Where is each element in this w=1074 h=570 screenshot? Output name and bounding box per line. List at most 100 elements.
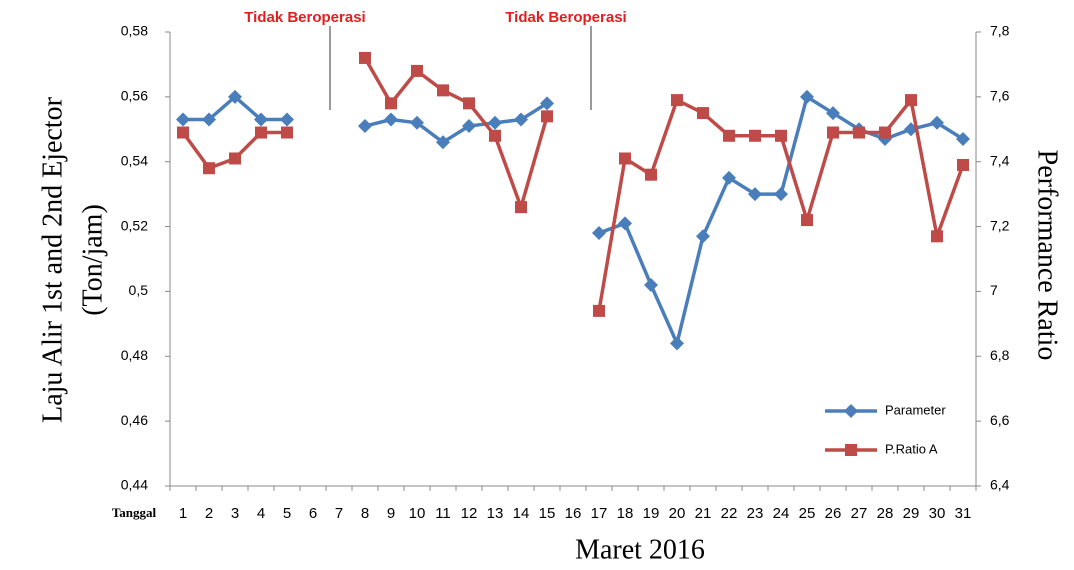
- series-line: [181, 57, 965, 312]
- data-point: [359, 51, 371, 64]
- x-tick-label: 31: [955, 505, 972, 522]
- data-point: [749, 129, 761, 142]
- y2-tick-label: 7,4: [990, 152, 1010, 168]
- x-tick-label: 2: [205, 505, 213, 522]
- x-tick-label: 7: [335, 505, 343, 522]
- x-tick-label: 1: [179, 505, 187, 522]
- data-point: [541, 110, 553, 123]
- x-tick-label: 16: [565, 505, 582, 522]
- data-point: [697, 107, 709, 120]
- data-point: [645, 168, 657, 181]
- y-tick-label: 0,48: [121, 347, 148, 363]
- data-point: [696, 229, 710, 244]
- x-tick-label: 14: [513, 505, 530, 522]
- data-point: [774, 187, 788, 202]
- data-point: [619, 152, 631, 165]
- data-point: [930, 115, 944, 130]
- annotation: Tidak Beroperasi: [244, 9, 365, 26]
- x-tick-label: 22: [721, 505, 738, 522]
- y2-tick-label: 6,6: [990, 412, 1010, 428]
- data-point: [592, 226, 606, 241]
- y2-tick-label: 7,8: [990, 23, 1010, 39]
- data-point: [827, 126, 839, 139]
- data-point: [177, 126, 189, 139]
- data-point: [437, 84, 449, 97]
- y-tick-label: 0,44: [121, 477, 148, 493]
- data-point: [775, 129, 787, 142]
- y-tick-label: 0,46: [121, 412, 148, 428]
- data-point: [722, 170, 736, 185]
- data-point: [845, 444, 857, 456]
- data-point: [644, 277, 658, 292]
- x-tick-label: 15: [539, 505, 556, 522]
- data-point: [540, 96, 554, 111]
- x-tick-label: 28: [877, 505, 894, 522]
- y-tick-label: 0,56: [121, 88, 148, 104]
- x-tick-label: 24: [773, 505, 790, 522]
- data-point: [462, 119, 476, 134]
- legend-label: P.Ratio A: [885, 441, 938, 456]
- legend-label: Parameter: [885, 402, 946, 417]
- data-point: [956, 132, 970, 147]
- y-tick-label: 0,52: [121, 217, 148, 233]
- data-point: [176, 112, 190, 127]
- x-tick-label: 4: [257, 505, 265, 522]
- data-point: [463, 97, 475, 110]
- x-tick-label: 3: [231, 505, 239, 522]
- x-tick-label: 23: [747, 505, 764, 522]
- y-axis-title: (Ton/jam): [77, 204, 108, 316]
- y2-tick-label: 6,4: [990, 477, 1010, 493]
- data-point: [385, 97, 397, 110]
- data-point: [489, 129, 501, 142]
- data-point: [593, 304, 605, 317]
- x-tick-label: 5: [283, 505, 291, 522]
- x-tick-label: 21: [695, 505, 712, 522]
- y2-tick-label: 7,6: [990, 88, 1010, 104]
- data-point: [671, 94, 683, 107]
- x-axis-title: Maret 2016: [575, 534, 705, 565]
- data-point: [281, 126, 293, 139]
- data-point: [229, 152, 241, 165]
- x-tick-label: 19: [643, 505, 660, 522]
- y2-tick-label: 7,2: [990, 217, 1010, 233]
- x-tick-label: 17: [591, 505, 608, 522]
- data-point: [844, 404, 858, 418]
- data-point: [931, 230, 943, 243]
- data-point: [800, 89, 814, 104]
- data-point: [879, 126, 891, 139]
- y2-axis-title: Performance Ratio: [1032, 150, 1063, 361]
- x-tick-label: 29: [903, 505, 920, 522]
- x-tick-label: 13: [487, 505, 504, 522]
- data-point: [515, 201, 527, 214]
- x-tick-label: 10: [409, 505, 426, 522]
- annotation: Tidak Beroperasi: [505, 9, 626, 26]
- data-point: [748, 187, 762, 202]
- y2-tick-label: 7: [990, 282, 998, 298]
- data-point: [436, 135, 450, 150]
- y-tick-label: 0,5: [129, 282, 149, 298]
- data-point: [618, 216, 632, 231]
- data-point: [358, 119, 372, 134]
- data-point: [904, 122, 918, 137]
- x-axis-prefix: Tanggal: [112, 505, 157, 520]
- data-point: [514, 112, 528, 127]
- data-point: [203, 162, 215, 175]
- x-tick-label: 18: [617, 505, 634, 522]
- data-point: [202, 112, 216, 127]
- data-point: [410, 115, 424, 130]
- data-point: [957, 158, 969, 171]
- data-point: [723, 129, 735, 142]
- x-tick-label: 30: [929, 505, 946, 522]
- x-tick-label: 20: [669, 505, 686, 522]
- x-tick-label: 8: [361, 505, 369, 522]
- data-point: [853, 126, 865, 139]
- data-point: [670, 336, 684, 351]
- data-point: [228, 89, 242, 104]
- x-tick-label: 9: [387, 505, 395, 522]
- data-point: [801, 214, 813, 227]
- y-tick-label: 0,58: [121, 23, 148, 39]
- x-tick-label: 25: [799, 505, 816, 522]
- data-point: [826, 106, 840, 121]
- y-axis-title: Laju Alir 1st and 2nd Ejector: [37, 96, 68, 422]
